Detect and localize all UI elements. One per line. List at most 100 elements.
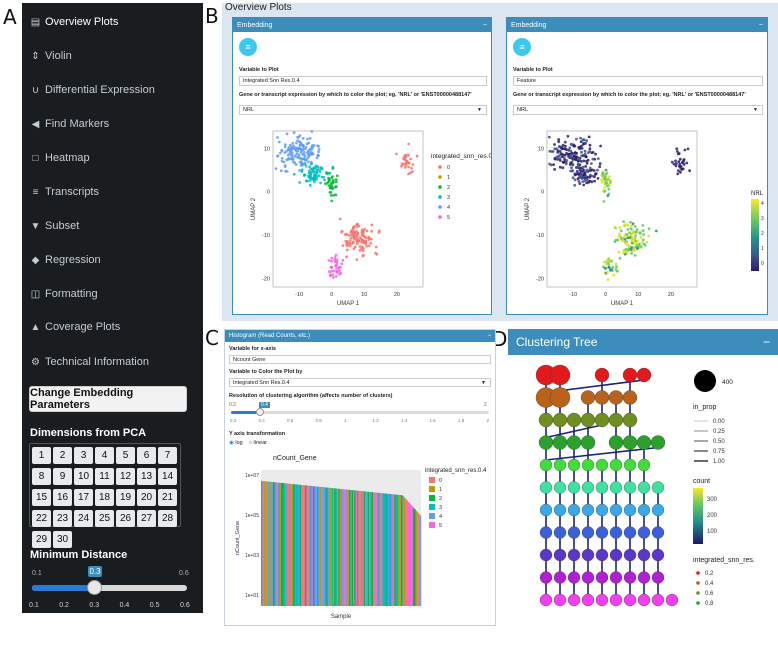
pca-dimension-option[interactable]: 26 [116,510,135,527]
min-distance-track[interactable] [32,585,187,591]
y-axis-label: UMAP 2 [251,197,257,220]
pca-dimension-option[interactable]: 20 [137,489,156,506]
change-embedding-button[interactable]: Change Embedding Parameters [29,386,187,412]
pca-dimension-option[interactable]: 30 [53,531,72,548]
collapse-icon[interactable]: − [487,333,491,339]
pca-dimension-option[interactable]: 14 [158,468,177,485]
umap-point [335,263,339,267]
umap-point [568,146,572,150]
tree-node [567,593,581,607]
umap-point [300,162,303,165]
umap-point [579,140,583,143]
sidebar-item[interactable]: ▲ Coverage Plots [30,321,121,333]
umap-point [580,147,584,150]
pca-dimension-option[interactable]: 27 [137,510,156,527]
umap-point [630,233,633,237]
tree-node [609,571,623,584]
y-axis-label: nCount_Gene [235,521,241,555]
gene-select[interactable]: NRL ▼ [239,105,487,115]
radio-log[interactable]: ◉ log [229,440,243,446]
radio-linear-label: linear [253,440,267,446]
umap-point [300,143,304,147]
histogram-bar [309,485,311,606]
sidebar-item[interactable]: ◆ Regression [30,254,101,266]
pca-dimension-option[interactable]: 12 [116,468,135,485]
sidebar-item[interactable]: ⇕ Violin [30,50,71,62]
umap-point [306,137,309,141]
pca-dimension-option[interactable]: 22 [32,510,51,527]
collapse-icon[interactable]: − [758,21,763,29]
collapse-icon[interactable]: − [762,335,770,349]
tree-node [581,503,595,517]
pca-dimension-option[interactable]: 19 [116,489,135,506]
pca-dimension-option[interactable]: 18 [95,489,114,506]
umap-point [335,174,339,178]
sidebar-item[interactable]: ∪ Differential Expression [30,84,155,96]
umap-point [603,189,607,193]
resolution-handle[interactable] [256,408,264,416]
umap-point [308,183,312,187]
pca-dimension-option[interactable]: 13 [137,468,156,485]
pca-dimension-option[interactable]: 23 [53,510,72,527]
histogram-bar [329,487,331,606]
variable-input[interactable]: Feature [513,76,763,86]
menu-icon[interactable]: ≡ [239,38,257,56]
umap-point [325,171,328,175]
sidebar-item[interactable]: ▼ Subset [30,220,80,232]
sidebar-item[interactable]: ≡ Transcripts [30,186,99,198]
umap-point [367,244,371,248]
umap-point [677,169,680,172]
sidebar-item[interactable]: ▤ Overview Plots [30,16,119,28]
pca-dimension-option[interactable]: 17 [74,489,93,506]
tree-node [650,435,666,450]
pca-dimension-option[interactable]: 10 [74,468,93,485]
pca-dimension-option[interactable]: 5 [116,447,135,464]
pca-dimension-option[interactable]: 3 [74,447,93,464]
histogram-bar [290,483,292,606]
min-distance-handle[interactable] [87,580,102,595]
pca-dimension-option[interactable]: 16 [53,489,72,506]
gene-select[interactable]: NRL ▼ [513,105,763,115]
tree-node [595,548,609,562]
y-tick-label: 1e+03 [245,553,259,559]
umap-point [375,252,379,256]
legend-label: 0 [439,478,442,484]
pca-dimension-option[interactable]: 29 [32,531,51,548]
radio-linear[interactable]: ○ linear [249,440,267,446]
resolution-track[interactable] [231,411,489,414]
pca-dimension-option[interactable]: 11 [95,468,114,485]
xaxis-select[interactable]: Ncount Gene [229,355,491,364]
pca-dimension-option[interactable]: 6 [137,447,156,464]
sidebar-item[interactable]: ◫ Formatting [30,288,98,300]
pca-dimension-option[interactable]: 8 [32,468,51,485]
tree-node [539,548,553,562]
pca-dimension-option[interactable]: 28 [158,510,177,527]
pca-dimension-option[interactable]: 24 [74,510,93,527]
umap-point [593,175,596,179]
umap-point [361,249,365,253]
umap-point [402,157,405,160]
pca-dimension-option[interactable]: 7 [158,447,177,464]
umap-point [555,147,558,151]
collapse-icon[interactable]: − [482,21,487,29]
umap-point [564,147,568,151]
pca-dimension-option[interactable]: 25 [95,510,114,527]
pca-dimension-option[interactable]: 1 [32,447,51,464]
variable-input[interactable]: Integrated Snn Res.0.4 [239,76,487,86]
pca-dimension-option[interactable]: 15 [32,489,51,506]
umap-point [573,178,577,182]
pca-dimension-option[interactable]: 4 [95,447,114,464]
menu-icon[interactable]: ≡ [513,38,531,56]
umap-point [370,223,374,227]
sidebar-item[interactable]: □ Heatmap [30,152,89,164]
sidebar-item[interactable]: ◀ Find Markers [30,118,110,130]
umap-point [306,153,310,156]
histogram-bar [311,486,314,606]
color-by-select[interactable]: Integrated Snn Res.0.4 ▼ [229,378,491,387]
pca-dimension-option[interactable]: 21 [158,489,177,506]
sidebar-item[interactable]: ⚙ Technical Information [30,356,149,368]
pca-dimension-option[interactable]: 2 [53,447,72,464]
umap-point [329,191,333,194]
umap-point [681,160,685,164]
pca-dimension-option[interactable]: 9 [53,468,72,485]
